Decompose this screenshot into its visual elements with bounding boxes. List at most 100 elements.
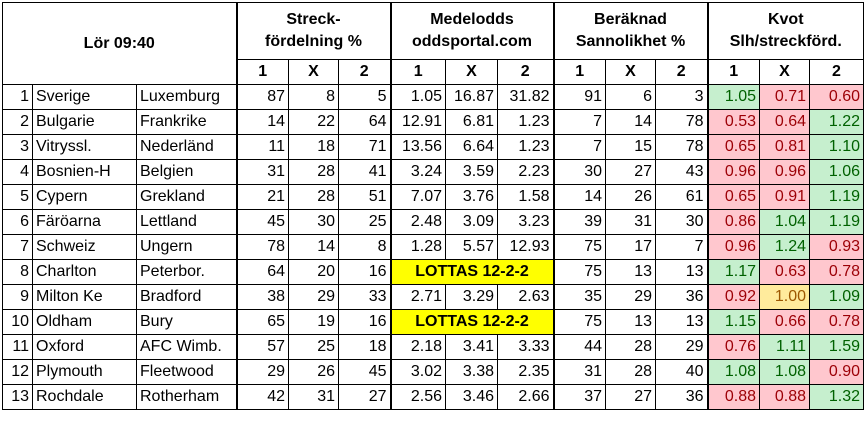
streck-2: 16	[338, 309, 392, 335]
table-row: 8 Charlton Peterbor. 64 20 16 LOTTAS 12-2-2 75 1…	[2, 259, 864, 285]
odds-2: 1.23	[497, 134, 555, 160]
sub-header: X	[288, 59, 339, 85]
odds-x: 3.46	[445, 384, 498, 410]
odds-x: 6.64	[445, 134, 498, 160]
streck-2: 33	[338, 284, 392, 310]
streck-x: 26	[288, 359, 339, 385]
prob-x: 28	[605, 334, 656, 360]
kvot-x: 0.71	[759, 84, 810, 110]
time-label: Lör 09:40	[2, 2, 238, 85]
streck-2: 18	[338, 334, 392, 360]
home-team: Charlton	[32, 259, 137, 285]
row-number: 9	[2, 284, 33, 310]
kvot-1: 0.92	[707, 284, 760, 310]
row-number: 12	[2, 359, 33, 385]
streck-1: 14	[236, 109, 289, 135]
odds-x: 3.76	[445, 184, 498, 210]
prob-1: 75	[553, 309, 606, 335]
streck-x: 14	[288, 234, 339, 260]
streck-1: 21	[236, 184, 289, 210]
prob-2: 30	[655, 209, 709, 235]
prob-1: 35	[553, 284, 606, 310]
kvot-1: 0.86	[707, 209, 760, 235]
sub-header: X	[759, 59, 810, 85]
prob-x: 31	[605, 209, 656, 235]
prob-2: 78	[655, 109, 709, 135]
kvot-x: 0.64	[759, 109, 810, 135]
kvot-x: 0.63	[759, 259, 810, 285]
streck-x: 31	[288, 384, 339, 410]
kvot-1: 1.08	[707, 359, 760, 385]
table-row: 6 Färöarna Lettland 45 30 25 2.48 3.09 3.23 39 31 3…	[2, 209, 864, 235]
kvot-2: 1.22	[809, 109, 864, 135]
home-team: Vitryssl.	[32, 134, 137, 160]
odds-2: 12.93	[497, 234, 555, 260]
streck-1: 31	[236, 159, 289, 185]
odds-x: 6.81	[445, 109, 498, 135]
prob-2: 29	[655, 334, 709, 360]
streck-x: 18	[288, 134, 339, 160]
away-team: Bury	[136, 309, 238, 335]
sub-header: 2	[809, 59, 864, 85]
kvot-2: 0.90	[809, 359, 864, 385]
sub-header: 1	[553, 59, 606, 85]
streck-2: 8	[338, 234, 392, 260]
prob-x: 27	[605, 384, 656, 410]
home-team: Schweiz	[32, 234, 137, 260]
lottas-badge: LOTTAS 12-2-2	[390, 259, 555, 285]
row-number: 10	[2, 309, 33, 335]
row-number: 4	[2, 159, 33, 185]
kvot-2: 1.06	[809, 159, 864, 185]
kvot-2: 0.60	[809, 84, 864, 110]
row-number: 1	[2, 84, 33, 110]
odds-2: 2.23	[497, 159, 555, 185]
row-number: 3	[2, 134, 33, 160]
kvot-x: 1.24	[759, 234, 810, 260]
odds-1: 12.91	[390, 109, 446, 135]
prob-1: 39	[553, 209, 606, 235]
group-streck-header: Streck- fördelning %	[236, 2, 392, 60]
odds-2: 31.82	[497, 84, 555, 110]
odds-2: 2.66	[497, 384, 555, 410]
streck-1: 87	[236, 84, 289, 110]
prob-x: 28	[605, 359, 656, 385]
kvot-1: 0.96	[707, 159, 760, 185]
prob-x: 26	[605, 184, 656, 210]
prob-x: 13	[605, 309, 656, 335]
streck-1: 64	[236, 259, 289, 285]
kvot-x: 1.11	[759, 334, 810, 360]
prob-1: 75	[553, 234, 606, 260]
odds-2: 2.35	[497, 359, 555, 385]
kvot-x: 0.91	[759, 184, 810, 210]
row-number: 6	[2, 209, 33, 235]
kvot-x: 0.81	[759, 134, 810, 160]
odds-x: 3.38	[445, 359, 498, 385]
prob-2: 13	[655, 309, 709, 335]
home-team: Sverige	[32, 84, 137, 110]
prob-1: 7	[553, 109, 606, 135]
odds-x: 16.87	[445, 84, 498, 110]
odds-1: 2.71	[390, 284, 446, 310]
kvot-2: 1.32	[809, 384, 864, 410]
prob-x: 13	[605, 259, 656, 285]
away-team: Peterbor.	[136, 259, 238, 285]
prob-2: 61	[655, 184, 709, 210]
kvot-2: 0.78	[809, 309, 864, 335]
home-team: Rochdale	[32, 384, 137, 410]
streck-1: 45	[236, 209, 289, 235]
away-team: AFC Wimb.	[136, 334, 238, 360]
kvot-1: 0.76	[707, 334, 760, 360]
table-row: 10 Oldham Bury 65 19 16 LOTTAS 12-2-2 75 13 13 1.1…	[2, 309, 864, 335]
kvot-2: 1.09	[809, 284, 864, 310]
away-team: Ungern	[136, 234, 238, 260]
streck-2: 5	[338, 84, 392, 110]
table-row: 11 Oxford AFC Wimb. 57 25 18 2.18 3.41 3.33 44 28 2…	[2, 334, 864, 360]
away-team: Rotherham	[136, 384, 238, 410]
odds-2: 3.23	[497, 209, 555, 235]
prob-1: 30	[553, 159, 606, 185]
prob-x: 17	[605, 234, 656, 260]
home-team: Plymouth	[32, 359, 137, 385]
away-team: Grekland	[136, 184, 238, 210]
prob-x: 29	[605, 284, 656, 310]
streck-1: 78	[236, 234, 289, 260]
